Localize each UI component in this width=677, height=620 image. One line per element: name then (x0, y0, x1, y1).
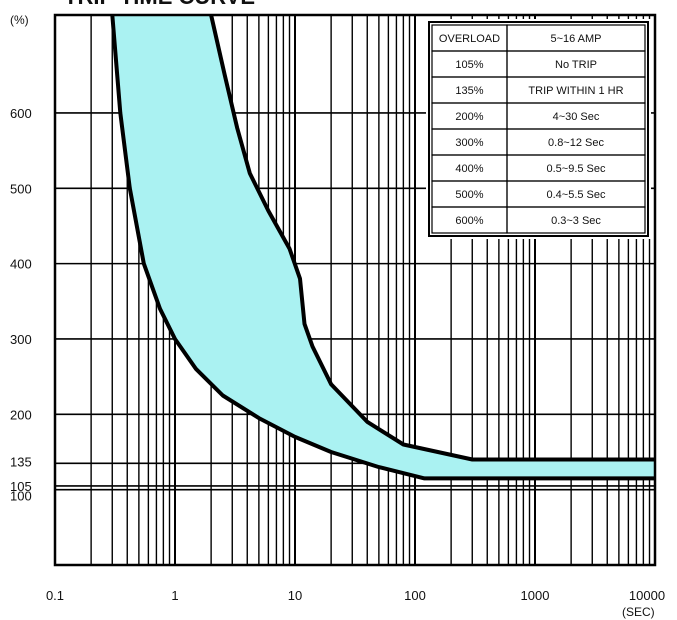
y-tick-label: 400 (10, 257, 32, 272)
y-tick-label: 500 (10, 181, 32, 196)
trip-band-area (112, 15, 656, 479)
x-unit-label: (SEC) (622, 605, 655, 619)
y-unit-label: (%) (10, 13, 29, 27)
table-trip-time: 0.5~9.5 Sec (546, 163, 606, 175)
table-trip-time: 0.4~5.5 Sec (546, 189, 606, 201)
table-overload-value: 105% (455, 59, 483, 71)
table-overload-value: 300% (455, 137, 483, 149)
max-trip-curve (209, 14, 655, 462)
table-trip-time: 4~30 Sec (553, 111, 600, 123)
x-tick-label: 10 (288, 588, 302, 603)
table-overload-value: 200% (455, 111, 483, 123)
table-trip-time: 0.8~12 Sec (548, 137, 604, 149)
spec-table: OVERLOAD 5~16 AMP 105% No TRIP 135% TRIP WITH… (426, 19, 651, 239)
y-tick-label: 600 (10, 106, 32, 121)
table-trip-time: TRIP WITHIN 1 HR (528, 85, 623, 97)
y-tick-label: 100 (10, 489, 32, 504)
x-tick-label: 0.1 (46, 588, 64, 603)
table-overload-value: 400% (455, 163, 483, 175)
table-header-amp: 5~16 AMP (550, 33, 601, 45)
y-tick-label: 135 (10, 454, 32, 469)
table-trip-time: 0.3~3 Sec (551, 215, 601, 227)
x-tick-labels: 0.1 1 10 100 1000 10000 (46, 588, 665, 603)
trip-curves (110, 14, 655, 481)
table-header-overload: OVERLOAD (439, 33, 500, 45)
table-overload-value: 135% (455, 85, 483, 97)
x-tick-label: 1 (171, 588, 178, 603)
y-tick-label: 200 (10, 407, 32, 422)
plot-frame (53, 13, 657, 567)
table-trip-time: No TRIP (555, 59, 597, 71)
x-tick-label: 100 (404, 588, 426, 603)
table-overload-value: 600% (455, 215, 483, 227)
table-border (428, 21, 649, 237)
x-tick-label: 10000 (629, 588, 665, 603)
y-tick-label: 300 (10, 332, 32, 347)
y-tick-label: 105 (10, 479, 32, 494)
min-trip-curve (110, 14, 655, 481)
trip-band (112, 15, 656, 479)
x-tick-label: 1000 (521, 588, 550, 603)
table-overload-value: 500% (455, 189, 483, 201)
table-cell (506, 206, 646, 234)
chart-title: TRIP TIME CURVE (64, 0, 255, 9)
